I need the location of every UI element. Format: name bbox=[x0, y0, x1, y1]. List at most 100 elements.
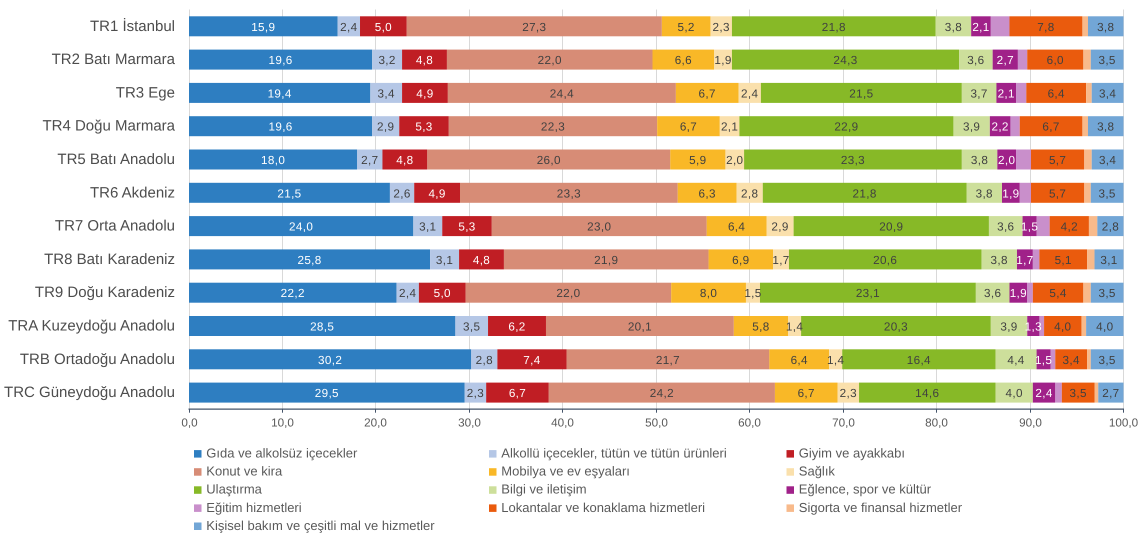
svg-text:30,0: 30,0 bbox=[458, 416, 481, 429]
svg-text:25,8: 25,8 bbox=[297, 254, 321, 267]
svg-text:16,4: 16,4 bbox=[907, 354, 931, 367]
svg-text:2,4: 2,4 bbox=[741, 87, 758, 100]
svg-text:20,0: 20,0 bbox=[364, 416, 387, 429]
svg-text:2,1: 2,1 bbox=[998, 87, 1015, 100]
svg-text:6,7: 6,7 bbox=[509, 387, 526, 400]
svg-text:Alkollü içecekler, tütün ve tü: Alkollü içecekler, tütün ve tütün ürünle… bbox=[501, 446, 727, 461]
svg-text:TR3 Ege: TR3 Ege bbox=[116, 84, 175, 101]
svg-text:1,9: 1,9 bbox=[714, 54, 731, 67]
svg-text:30,2: 30,2 bbox=[318, 354, 342, 367]
svg-text:4,2: 4,2 bbox=[1061, 221, 1078, 234]
svg-text:Giyim ve ayakkabı: Giyim ve ayakkabı bbox=[799, 446, 905, 461]
svg-text:24,4: 24,4 bbox=[550, 87, 574, 100]
svg-text:24,2: 24,2 bbox=[650, 387, 674, 400]
svg-text:2,1: 2,1 bbox=[972, 21, 989, 34]
svg-text:22,9: 22,9 bbox=[834, 121, 858, 134]
svg-text:21,8: 21,8 bbox=[822, 21, 846, 34]
svg-text:3,8: 3,8 bbox=[976, 187, 993, 200]
svg-text:1,5: 1,5 bbox=[744, 287, 761, 300]
svg-text:3,7: 3,7 bbox=[970, 87, 987, 100]
svg-text:4,8: 4,8 bbox=[396, 154, 413, 167]
svg-text:TR9 Doğu Karadeniz: TR9 Doğu Karadeniz bbox=[35, 284, 175, 301]
svg-text:6,7: 6,7 bbox=[1042, 121, 1059, 134]
svg-text:5,8: 5,8 bbox=[752, 321, 769, 334]
svg-text:3,6: 3,6 bbox=[967, 54, 984, 67]
svg-text:6,7: 6,7 bbox=[798, 387, 815, 400]
svg-text:22,2: 22,2 bbox=[281, 287, 305, 300]
svg-text:Sağlık: Sağlık bbox=[799, 464, 836, 479]
svg-text:3,8: 3,8 bbox=[991, 254, 1008, 267]
svg-text:23,3: 23,3 bbox=[841, 154, 865, 167]
svg-text:19,4: 19,4 bbox=[268, 87, 292, 100]
svg-text:2,6: 2,6 bbox=[393, 187, 410, 200]
svg-text:1,5: 1,5 bbox=[1035, 354, 1052, 367]
svg-text:26,0: 26,0 bbox=[537, 154, 561, 167]
svg-text:TR5 Batı Anadolu: TR5 Batı Anadolu bbox=[57, 151, 175, 168]
svg-text:20,9: 20,9 bbox=[879, 221, 903, 234]
svg-text:2,4: 2,4 bbox=[1035, 387, 1052, 400]
svg-text:1,3: 1,3 bbox=[1025, 321, 1042, 334]
svg-text:5,7: 5,7 bbox=[1049, 187, 1066, 200]
svg-text:1,4: 1,4 bbox=[786, 321, 803, 334]
svg-text:2,7: 2,7 bbox=[1102, 387, 1119, 400]
svg-text:3,5: 3,5 bbox=[1098, 187, 1115, 200]
svg-text:3,4: 3,4 bbox=[378, 87, 395, 100]
svg-text:2,0: 2,0 bbox=[726, 154, 743, 167]
svg-text:1,5: 1,5 bbox=[1021, 221, 1038, 234]
svg-text:2,8: 2,8 bbox=[476, 354, 493, 367]
svg-text:2,3: 2,3 bbox=[467, 387, 484, 400]
svg-text:14,6: 14,6 bbox=[915, 387, 939, 400]
svg-text:23,0: 23,0 bbox=[587, 221, 611, 234]
svg-text:2,9: 2,9 bbox=[377, 121, 394, 134]
svg-text:Eğlence, spor ve kültür: Eğlence, spor ve kültür bbox=[799, 482, 932, 497]
svg-text:Sigorta ve finansal hizmetler: Sigorta ve finansal hizmetler bbox=[799, 500, 963, 515]
svg-text:28,5: 28,5 bbox=[310, 321, 334, 334]
svg-text:60,0: 60,0 bbox=[738, 416, 761, 429]
svg-text:2,2: 2,2 bbox=[991, 121, 1008, 134]
svg-text:4,0: 4,0 bbox=[1096, 321, 1113, 334]
svg-text:4,8: 4,8 bbox=[416, 54, 433, 67]
svg-text:50,0: 50,0 bbox=[645, 416, 668, 429]
svg-text:21,8: 21,8 bbox=[853, 187, 877, 200]
svg-text:6,9: 6,9 bbox=[732, 254, 749, 267]
svg-text:5,3: 5,3 bbox=[415, 121, 432, 134]
svg-text:40,0: 40,0 bbox=[551, 416, 574, 429]
svg-text:3,8: 3,8 bbox=[1097, 121, 1114, 134]
svg-text:3,1: 3,1 bbox=[436, 254, 453, 267]
svg-text:2,4: 2,4 bbox=[340, 21, 357, 34]
svg-text:Bilgi ve iletişim: Bilgi ve iletişim bbox=[501, 482, 586, 497]
svg-text:5,1: 5,1 bbox=[1055, 254, 1072, 267]
svg-text:3,8: 3,8 bbox=[1097, 21, 1114, 34]
svg-text:19,6: 19,6 bbox=[269, 54, 293, 67]
svg-text:0,0: 0,0 bbox=[181, 416, 198, 429]
svg-text:5,4: 5,4 bbox=[1049, 287, 1066, 300]
svg-text:3,9: 3,9 bbox=[963, 121, 980, 134]
svg-text:3,4: 3,4 bbox=[1063, 354, 1080, 367]
svg-text:21,5: 21,5 bbox=[277, 187, 301, 200]
svg-text:7,4: 7,4 bbox=[523, 354, 540, 367]
svg-text:4,4: 4,4 bbox=[1007, 354, 1024, 367]
svg-text:4,9: 4,9 bbox=[428, 187, 445, 200]
svg-text:TR2 Batı Marmara: TR2 Batı Marmara bbox=[52, 51, 176, 68]
svg-text:80,0: 80,0 bbox=[925, 416, 948, 429]
svg-text:6,2: 6,2 bbox=[508, 321, 525, 334]
svg-text:5,7: 5,7 bbox=[1049, 154, 1066, 167]
svg-text:3,5: 3,5 bbox=[1098, 54, 1115, 67]
svg-text:27,3: 27,3 bbox=[522, 21, 546, 34]
svg-text:2,4: 2,4 bbox=[399, 287, 416, 300]
svg-text:100,0: 100,0 bbox=[1109, 416, 1139, 429]
svg-text:5,0: 5,0 bbox=[375, 21, 392, 34]
svg-text:8,0: 8,0 bbox=[700, 287, 717, 300]
svg-text:2,8: 2,8 bbox=[1102, 221, 1119, 234]
svg-text:3,5: 3,5 bbox=[1098, 354, 1115, 367]
svg-text:2,7: 2,7 bbox=[997, 54, 1014, 67]
svg-text:5,9: 5,9 bbox=[689, 154, 706, 167]
svg-text:Kişisel bakım ve çeşitli mal v: Kişisel bakım ve çeşitli mal ve hizmetle… bbox=[206, 518, 435, 533]
svg-text:3,1: 3,1 bbox=[419, 221, 436, 234]
svg-text:21,7: 21,7 bbox=[656, 354, 680, 367]
svg-text:TR7 Orta Anadolu: TR7 Orta Anadolu bbox=[55, 218, 175, 235]
svg-text:2,1: 2,1 bbox=[721, 121, 738, 134]
svg-text:TR4 Doğu Marmara: TR4 Doğu Marmara bbox=[42, 118, 175, 135]
svg-text:20,6: 20,6 bbox=[873, 254, 897, 267]
svg-text:6,6: 6,6 bbox=[675, 54, 692, 67]
